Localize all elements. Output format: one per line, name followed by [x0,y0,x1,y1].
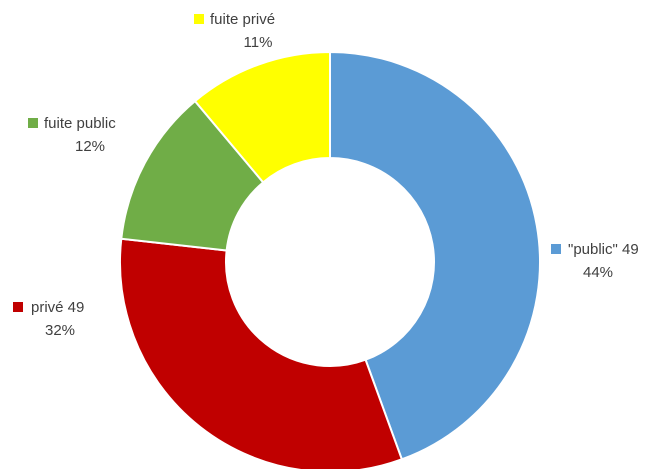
donut-slice [329,50,541,461]
data-label-marker [551,244,561,254]
donut-slice [193,50,331,184]
data-label-marker [13,302,23,312]
data-label-name: privé 49 [31,299,84,316]
donut-slices [119,50,541,469]
data-label-name: fuite public [44,115,116,132]
data-label-percent: 44% [583,264,613,281]
data-label-name: fuite privé [210,11,275,28]
data-label-percent: 11% [244,34,273,51]
data-label-percent: 12% [75,138,105,155]
donut-slice [119,237,404,469]
data-label-marker [28,118,38,128]
data-labels: "public" 49 44% privé 49 32% fuite public 12%… [13,11,639,339]
data-label-name: "public" 49 [568,241,639,258]
data-label-marker [194,14,204,24]
data-label-percent: 32% [45,322,75,339]
